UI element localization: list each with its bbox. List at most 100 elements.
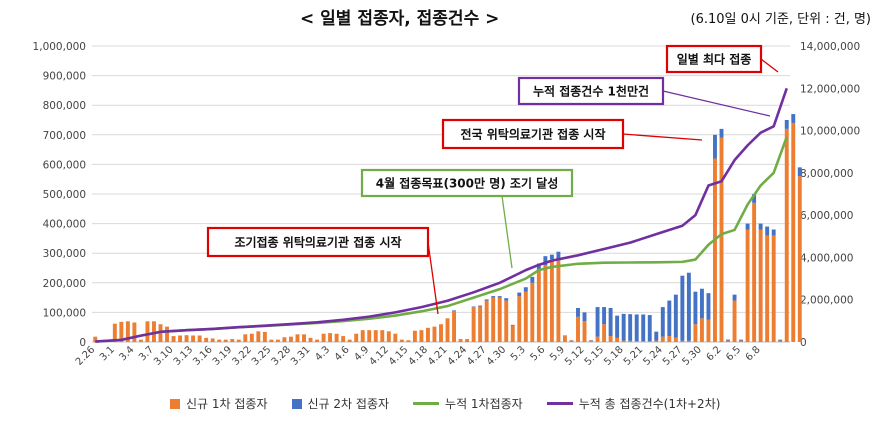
annotation-label: 조기접종 위탁의료기관 접종 시작 [234, 235, 401, 250]
y-right-tick-label: 0 [800, 337, 807, 349]
bar-first-dose [765, 235, 770, 342]
bar-second-dose [595, 307, 600, 337]
bar-first-dose [302, 334, 306, 342]
legend-item-second-dose: 신규 2차 접종자 [291, 395, 389, 412]
bar-first-dose [582, 321, 587, 342]
bar-second-dose [713, 134, 717, 159]
bar-first-dose [119, 321, 124, 342]
legend-label: 신규 1차 접종자 [186, 397, 268, 411]
legend-swatch-first-dose [170, 398, 180, 409]
bar-second-dose [667, 300, 672, 337]
bar-second-dose [615, 315, 620, 338]
bar-first-dose [745, 229, 750, 342]
bar-second-dose [791, 114, 796, 123]
y-right-tick-label: 14,000,000 [800, 41, 860, 53]
bar-first-dose [354, 333, 359, 342]
bar-first-dose [341, 336, 346, 342]
bar-first-dose [778, 340, 783, 342]
bar-first-dose [419, 330, 424, 342]
bar-first-dose [439, 324, 443, 342]
bar-second-dose [634, 314, 639, 342]
bar-first-dose [706, 319, 711, 342]
bar-first-dose [771, 235, 776, 342]
bar-second-dose [576, 307, 580, 317]
chart-title: < 일별 접종자, 접종건수 > [300, 9, 500, 29]
legend-label: 누적 1차접종자 [445, 397, 523, 411]
bar-second-dose [647, 315, 652, 342]
bar-first-dose [660, 336, 665, 342]
legend-swatch-cum-first [413, 402, 440, 405]
annotation-leader [760, 58, 779, 73]
bar-second-dose [784, 120, 789, 129]
x-tick-label: 4.30 [485, 344, 509, 368]
legend-label: 누적 총 접종건수(1차+2차) [578, 397, 721, 411]
y-left-tick-label: 100,000 [43, 307, 86, 319]
bar-second-dose [719, 128, 724, 138]
bar-first-dose [458, 339, 463, 342]
x-tick-label: 3.16 [191, 344, 215, 368]
bar-first-dose [289, 336, 293, 342]
x-tick-label: 4.6 [333, 344, 352, 363]
x-tick-label: 3.4 [117, 344, 136, 363]
bar-second-dose [491, 296, 496, 298]
annotation-leader [622, 133, 703, 141]
bar-first-dose [452, 310, 457, 342]
bar-first-dose [517, 296, 522, 342]
bar-first-dose [719, 137, 724, 342]
y-left-tick-label: 0 [79, 337, 86, 349]
y-right-tick-label: 2,000,000 [800, 295, 853, 307]
y-right-tick-label: 8,000,000 [800, 168, 853, 180]
bar-second-dose [562, 335, 567, 337]
bar-second-dose [706, 293, 711, 320]
x-tick-label: 3.10 [152, 344, 176, 368]
bar-first-dose [204, 337, 209, 342]
bar-second-dose [686, 272, 691, 341]
bar-second-dose [654, 331, 659, 341]
bar-first-dose [275, 339, 280, 342]
y-left-tick-label: 600,000 [43, 159, 86, 171]
bar-second-dose [510, 324, 515, 326]
chart-basis-note: (6.10일 0시 기준, 단위 : 건, 명) [690, 12, 871, 27]
x-tick-label: 3.25 [250, 344, 274, 368]
bar-first-dose [680, 340, 685, 342]
y-left-tick-label: 700,000 [43, 130, 86, 142]
bar-first-dose [243, 334, 248, 342]
bar-first-dose [497, 297, 502, 342]
bar-first-dose [432, 326, 437, 342]
bar-first-dose [602, 324, 607, 342]
bar-first-dose [478, 306, 483, 342]
x-tick-label: 5.24 [641, 344, 665, 368]
bar-second-dose [739, 339, 744, 341]
x-tick-label: 5.18 [602, 344, 626, 368]
bar-second-dose [628, 314, 633, 341]
bar-second-dose [726, 339, 730, 341]
annotation-leader [501, 195, 513, 269]
bar-first-dose [386, 331, 391, 342]
bar-first-dose [484, 300, 489, 342]
bar-first-dose [791, 122, 796, 343]
x-tick-label: 5.30 [681, 344, 705, 368]
bar-second-dose [771, 229, 776, 236]
bar-second-dose [745, 223, 750, 230]
bar-second-dose [543, 256, 548, 266]
bar-second-dose [608, 307, 613, 337]
x-tick-label: 3.19 [211, 344, 235, 368]
bar-first-dose [373, 330, 378, 342]
bar-first-dose [471, 307, 476, 342]
bar-first-dose [393, 333, 398, 342]
bar-first-dose [556, 260, 561, 342]
bar-first-dose [595, 336, 600, 342]
bar-second-dose [758, 223, 763, 230]
bar-second-dose [641, 314, 646, 342]
x-tick-label: 4.12 [367, 344, 391, 368]
x-tick-label: 5.6 [528, 344, 547, 363]
bar-first-dose [634, 341, 639, 342]
x-tick-label: 4.24 [446, 344, 470, 368]
bar-second-dose [497, 296, 502, 298]
legend-item-cum-total: 누적 총 접종건수(1차+2차) [546, 395, 721, 412]
bar-second-dose [556, 251, 561, 261]
bar-first-dose [210, 338, 215, 342]
annotation-box [665, 44, 763, 74]
y-right-tick-label: 10,000,000 [800, 126, 860, 138]
